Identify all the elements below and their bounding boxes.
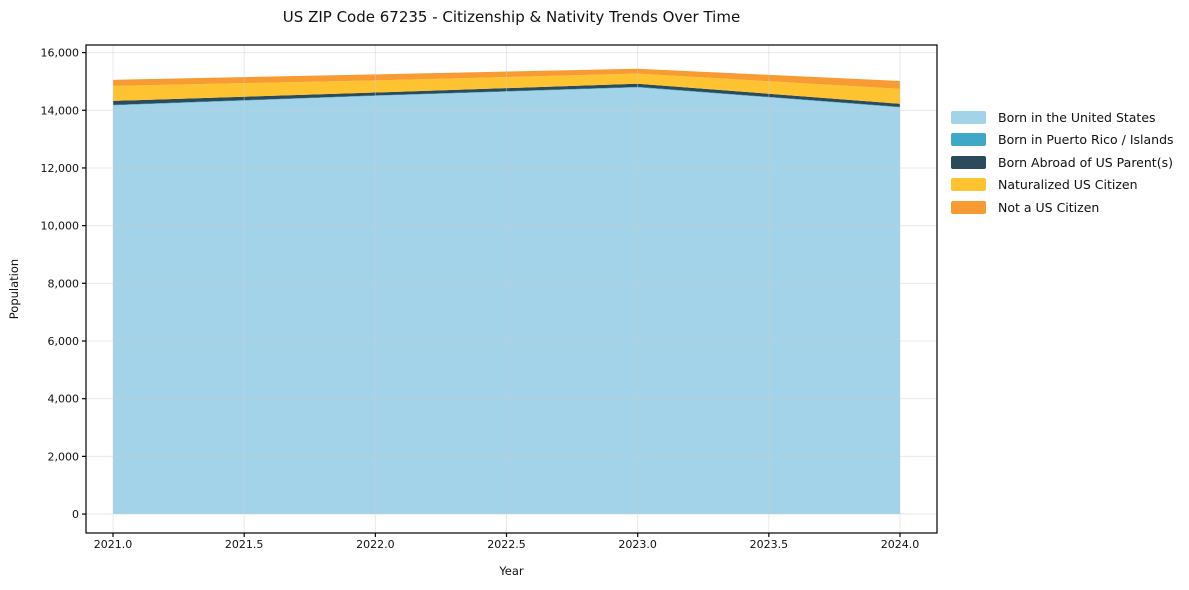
legend-swatch-icon — [951, 110, 986, 124]
y-tick-label: 10,000 — [41, 220, 80, 233]
legend-item: Born in the United States — [951, 106, 1174, 129]
legend-label: Not a US Citizen — [998, 199, 1100, 215]
y-tick-label: 6,000 — [48, 335, 80, 348]
plot-frame — [85, 44, 938, 534]
x-tick-label: 2022.0 — [356, 538, 395, 551]
y-axis-label: Population — [7, 258, 21, 320]
legend-swatch-icon — [951, 178, 986, 192]
x-axis-label: Year — [499, 564, 524, 578]
legend-label: Born Abroad of US Parent(s) — [998, 154, 1173, 170]
chart-title: US ZIP Code 67235 - Citizenship & Nativi… — [282, 8, 741, 26]
area-layer-0 — [113, 87, 901, 515]
x-tick-label: 2023.0 — [618, 538, 657, 551]
y-tick-label: 8,000 — [48, 277, 80, 290]
area-layer-2 — [113, 83, 901, 107]
legend-label: Born in Puerto Rico / Islands — [998, 132, 1174, 148]
legend-swatch-icon — [951, 200, 986, 214]
y-tick-label: 2,000 — [48, 450, 80, 463]
legend-item: Naturalized US Citizen — [951, 174, 1174, 197]
legend-label: Naturalized US Citizen — [998, 177, 1138, 193]
area-layer-1 — [113, 86, 901, 108]
x-tick-label: 2021.0 — [94, 538, 133, 551]
area-layer-4 — [113, 68, 901, 89]
x-tick-label: 2023.5 — [750, 538, 789, 551]
x-tick-label: 2021.5 — [225, 538, 264, 551]
x-tick-label: 2024.0 — [881, 538, 920, 551]
legend-item: Not a US Citizen — [951, 196, 1174, 219]
y-tick-label: 16,000 — [41, 47, 80, 60]
legend-item: Born in Puerto Rico / Islands — [951, 129, 1174, 152]
y-tick-label: 4,000 — [48, 393, 80, 406]
y-tick-label: 14,000 — [41, 104, 80, 117]
legend-swatch-icon — [951, 155, 986, 169]
area-layer-3 — [113, 73, 901, 104]
legend-swatch-icon — [951, 133, 986, 147]
y-tick-label: 0 — [72, 508, 79, 521]
legend-item: Born Abroad of US Parent(s) — [951, 151, 1174, 174]
x-tick-label: 2022.5 — [487, 538, 526, 551]
legend-label: Born in the United States — [998, 109, 1156, 125]
y-tick-label: 12,000 — [41, 162, 80, 175]
legend: Born in the United States Born in Puerto … — [951, 106, 1174, 219]
